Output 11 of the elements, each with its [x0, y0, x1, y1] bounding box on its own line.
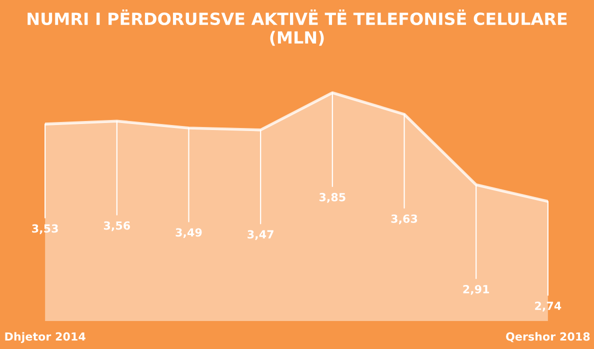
data-label: 3,56	[104, 221, 130, 232]
data-label: 3,85	[319, 192, 346, 203]
chart-title: NUMRI I PËRDORUESVE AKTIVË TË TELEFONISË CELULARE (MLN)	[28, 9, 567, 46]
data-label: 2,91	[463, 284, 490, 295]
data-label: 3,53	[32, 224, 58, 234]
x-tick-label: Dhjetor 2014	[5, 332, 86, 343]
data-label: 3,63	[391, 214, 418, 224]
data-label: 2,74	[535, 302, 562, 312]
data-label: 3,47	[248, 230, 274, 240]
x-tick-label: Qershor 2018	[506, 332, 590, 342]
data-label: 3,49	[176, 228, 202, 238]
